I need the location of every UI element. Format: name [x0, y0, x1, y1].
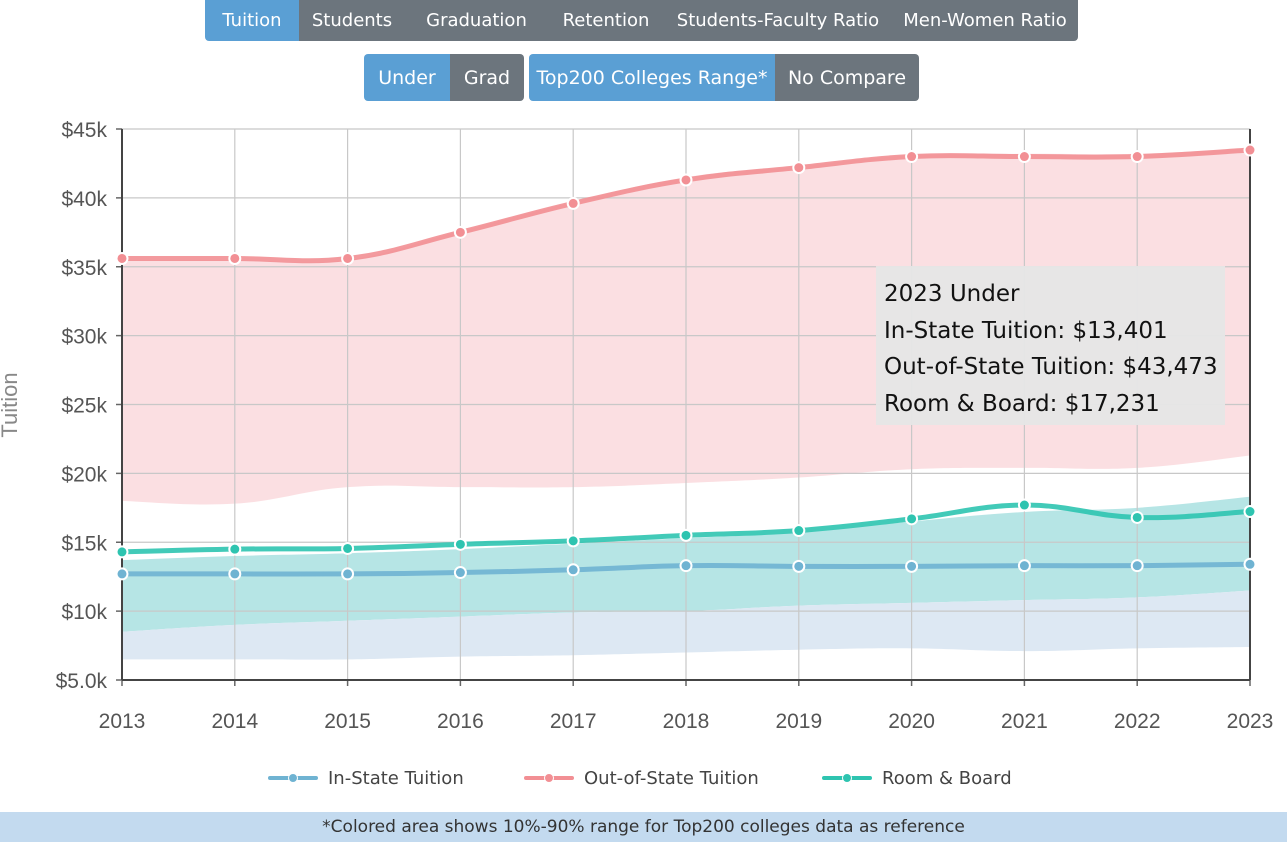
legend-item-out-state[interactable]: Out-of-State Tuition [524, 766, 759, 790]
data-point-1-4 [566, 196, 580, 210]
data-point-0-10 [1243, 557, 1257, 571]
room-board-legend-swatch [822, 772, 872, 784]
x-tick-label: 2019 [775, 710, 822, 733]
footer-note: *Colored area shows 10%-90% range for To… [0, 812, 1287, 842]
data-point-1-6 [792, 161, 806, 175]
y-tick-label: $15k [61, 532, 107, 555]
data-point-1-9 [1130, 150, 1144, 164]
tab-men-women-ratio[interactable]: Men-Women Ratio [892, 0, 1078, 41]
data-point-0-3 [453, 566, 467, 580]
data-point-2-3 [453, 537, 467, 551]
x-tick-label: 2020 [888, 710, 935, 733]
data-point-0-7 [905, 559, 919, 573]
metric-tabs: Tuition Students Graduation Retention Studen… [205, 0, 1078, 41]
data-point-0-0 [115, 567, 129, 581]
y-tick-label: $20k [61, 463, 107, 486]
tab-retention[interactable]: Retention [548, 0, 664, 41]
x-tick-label: 2017 [550, 710, 597, 733]
data-point-1-5 [679, 173, 693, 187]
tab-graduation[interactable]: Graduation [405, 0, 548, 41]
x-tick-label: 2015 [324, 710, 371, 733]
x-tick-label: 2018 [663, 710, 710, 733]
data-point-1-3 [453, 225, 467, 239]
chart-tooltip: 2023 Under In-State Tuition: $13,401 Out… [876, 266, 1225, 425]
data-point-1-2 [341, 251, 355, 265]
compare-button-no-compare[interactable]: No Compare [775, 54, 919, 101]
data-point-0-4 [566, 563, 580, 577]
compare-button-top200-colleges-range[interactable]: Top200 Colleges Range* [529, 54, 775, 101]
tab-students[interactable]: Students [299, 0, 405, 41]
data-point-2-10 [1243, 505, 1257, 519]
y-tick-label: $25k [61, 395, 107, 418]
data-point-2-1 [228, 542, 242, 556]
y-tick-label: $30k [61, 326, 107, 349]
data-point-2-9 [1130, 510, 1144, 524]
tooltip-title: 2023 Under [884, 281, 1020, 307]
x-tick-label: 2013 [99, 710, 146, 733]
data-point-0-1 [228, 567, 242, 581]
y-tick-label: $45k [61, 119, 107, 142]
legend-label-in-state: In-State Tuition [328, 767, 464, 789]
data-point-1-1 [228, 251, 242, 265]
data-point-2-2 [341, 541, 355, 555]
tab-tuition[interactable]: Tuition [205, 0, 299, 41]
data-point-1-8 [1017, 150, 1031, 164]
data-point-0-8 [1017, 559, 1031, 573]
data-point-0-9 [1130, 559, 1144, 573]
x-tick-label: 2021 [1001, 710, 1048, 733]
data-point-2-4 [566, 534, 580, 548]
x-tick-label: 2022 [1114, 710, 1161, 733]
data-point-2-7 [905, 512, 919, 526]
tooltip-out-state: Out-of-State Tuition: $43,473 [884, 354, 1218, 380]
legend-label-out-state: Out-of-State Tuition [584, 767, 759, 789]
data-point-2-0 [115, 545, 129, 559]
tooltip-room-board: Room & Board: $17,231 [884, 390, 1160, 417]
data-point-1-10 [1243, 143, 1257, 157]
tab-students-faculty-ratio[interactable]: Students-Faculty Ratio [664, 0, 892, 41]
y-tick-label: $35k [61, 257, 107, 280]
x-tick-label: 2016 [437, 710, 484, 733]
data-point-1-7 [905, 150, 919, 164]
data-point-2-8 [1017, 498, 1031, 512]
data-point-0-6 [792, 559, 806, 573]
legend-item-room-board[interactable]: Room & Board [822, 766, 1012, 790]
data-point-2-6 [792, 524, 806, 538]
data-point-1-0 [115, 251, 129, 265]
legend-item-in-state[interactable]: In-State Tuition [268, 766, 464, 790]
y-tick-label: $5.0k [56, 670, 108, 693]
level-button-under[interactable]: Under [364, 54, 450, 101]
data-point-2-5 [679, 528, 693, 542]
in-state-legend-swatch [268, 772, 318, 784]
y-tick-label: $40k [61, 188, 107, 211]
data-point-0-2 [341, 567, 355, 581]
data-point-0-5 [679, 559, 693, 573]
y-tick-label: $10k [61, 601, 107, 624]
legend-label-room-board: Room & Board [882, 767, 1012, 789]
x-tick-label: 2014 [211, 710, 258, 733]
level-toggle: Under Grad [364, 54, 524, 101]
tooltip-in-state: In-State Tuition: $13,401 [884, 317, 1168, 344]
level-button-grad[interactable]: Grad [450, 54, 524, 101]
compare-toggle: Top200 Colleges Range* No Compare [529, 54, 919, 101]
out-state-legend-swatch [524, 772, 574, 784]
y-axis-label: Tuition [0, 372, 22, 437]
x-tick-label: 2023 [1227, 710, 1274, 733]
